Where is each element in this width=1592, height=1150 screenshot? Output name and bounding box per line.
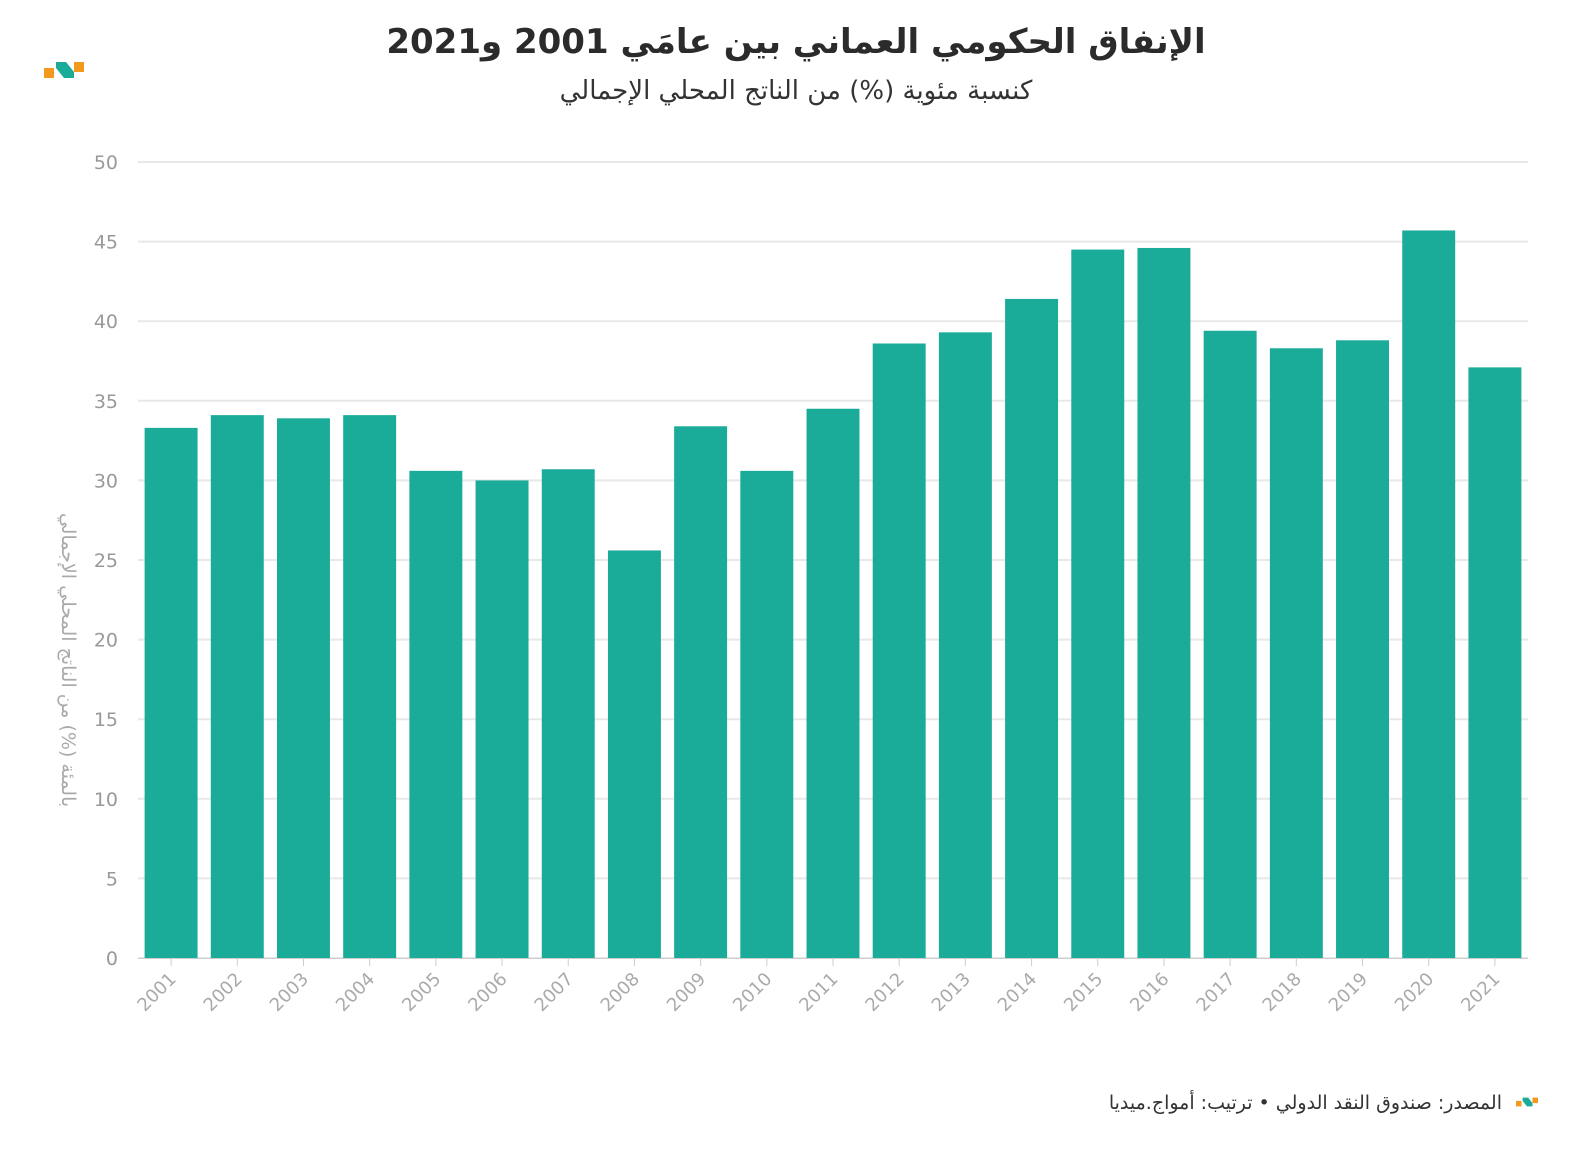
y-tick-label: 35 — [94, 391, 118, 413]
y-tick-label: 15 — [94, 709, 118, 731]
x-tick-label: 2020 — [1391, 969, 1438, 1016]
x-tick-label: 2011 — [795, 969, 842, 1016]
bar-2006 — [475, 480, 529, 958]
bar-2012 — [872, 343, 926, 958]
bar-2015 — [1071, 249, 1125, 958]
x-tick-label: 2005 — [398, 969, 445, 1016]
x-tick-label: 2006 — [464, 969, 511, 1016]
x-tick-label: 2004 — [332, 969, 379, 1016]
bar-2011 — [806, 408, 860, 958]
bar-2019 — [1336, 340, 1389, 959]
y-tick-label: 0 — [106, 948, 118, 970]
bar-2001 — [144, 427, 198, 958]
bar-2017 — [1203, 330, 1257, 958]
bar-2005 — [409, 470, 463, 958]
x-tick-label: 2012 — [861, 969, 908, 1016]
x-tick-label: 2018 — [1259, 969, 1306, 1016]
y-tick-label: 40 — [94, 311, 118, 333]
x-tick-label: 2016 — [1126, 969, 1173, 1016]
x-tick-label: 2008 — [597, 969, 644, 1016]
bar-2014 — [1005, 298, 1059, 958]
x-tick-label: 2010 — [729, 969, 776, 1016]
x-tick-label: 2017 — [1192, 969, 1239, 1016]
y-tick-label: 45 — [94, 232, 118, 254]
x-tick-label: 2003 — [266, 969, 313, 1016]
bar-2008 — [607, 550, 661, 958]
bar-2004 — [343, 415, 397, 958]
y-tick-label: 20 — [94, 630, 118, 652]
footer-logo-icon — [1516, 1097, 1538, 1107]
x-tick-label: 2014 — [994, 969, 1041, 1016]
x-tick-label: 2001 — [133, 969, 180, 1016]
bars — [144, 230, 1522, 959]
x-axis-ticks: 2001 2002 2003 2004 2005 2006 2007 2008 2009 2010… — [133, 958, 1504, 1016]
y-axis-ticks: 0 5 10 15 20 25 30 35 40 45 50 — [94, 152, 118, 970]
y-tick-label: 30 — [94, 470, 118, 492]
chart-subtitle: كنسبة مئوية (%) من الناتج المحلي الإجمال… — [559, 76, 1033, 106]
bar-2016 — [1137, 247, 1191, 958]
x-tick-label: 2013 — [928, 969, 975, 1016]
bar-2013 — [938, 332, 992, 958]
bar-2002 — [210, 415, 264, 958]
bar-2007 — [541, 469, 595, 958]
bar-2020 — [1402, 230, 1456, 958]
bar-2021 — [1468, 367, 1522, 958]
x-tick-label: 2007 — [531, 969, 578, 1016]
x-tick-label: 2021 — [1457, 969, 1504, 1016]
y-tick-label: 50 — [94, 152, 118, 174]
source-note: المصدر: صندوق النقد الدولي • ترتيب: أموا… — [1108, 1092, 1502, 1114]
x-tick-label: 2009 — [663, 969, 710, 1016]
bar-2018 — [1269, 348, 1323, 958]
y-axis-label: بالمئة (%) من الناتج المحلي الإجمالي — [57, 513, 79, 807]
x-tick-label: 2019 — [1325, 969, 1372, 1016]
y-tick-label: 5 — [106, 868, 118, 890]
bar-2003 — [277, 418, 330, 958]
bar-2010 — [740, 470, 794, 958]
y-tick-label: 25 — [94, 550, 118, 572]
y-tick-label: 10 — [94, 789, 118, 811]
brand-logo-icon — [44, 62, 84, 78]
x-tick-label: 2015 — [1060, 969, 1107, 1016]
x-tick-label: 2002 — [200, 969, 247, 1016]
chart-title: الإنفاق الحكومي العماني بين عامَي 2001 و… — [386, 22, 1206, 62]
bar-2009 — [674, 426, 728, 959]
